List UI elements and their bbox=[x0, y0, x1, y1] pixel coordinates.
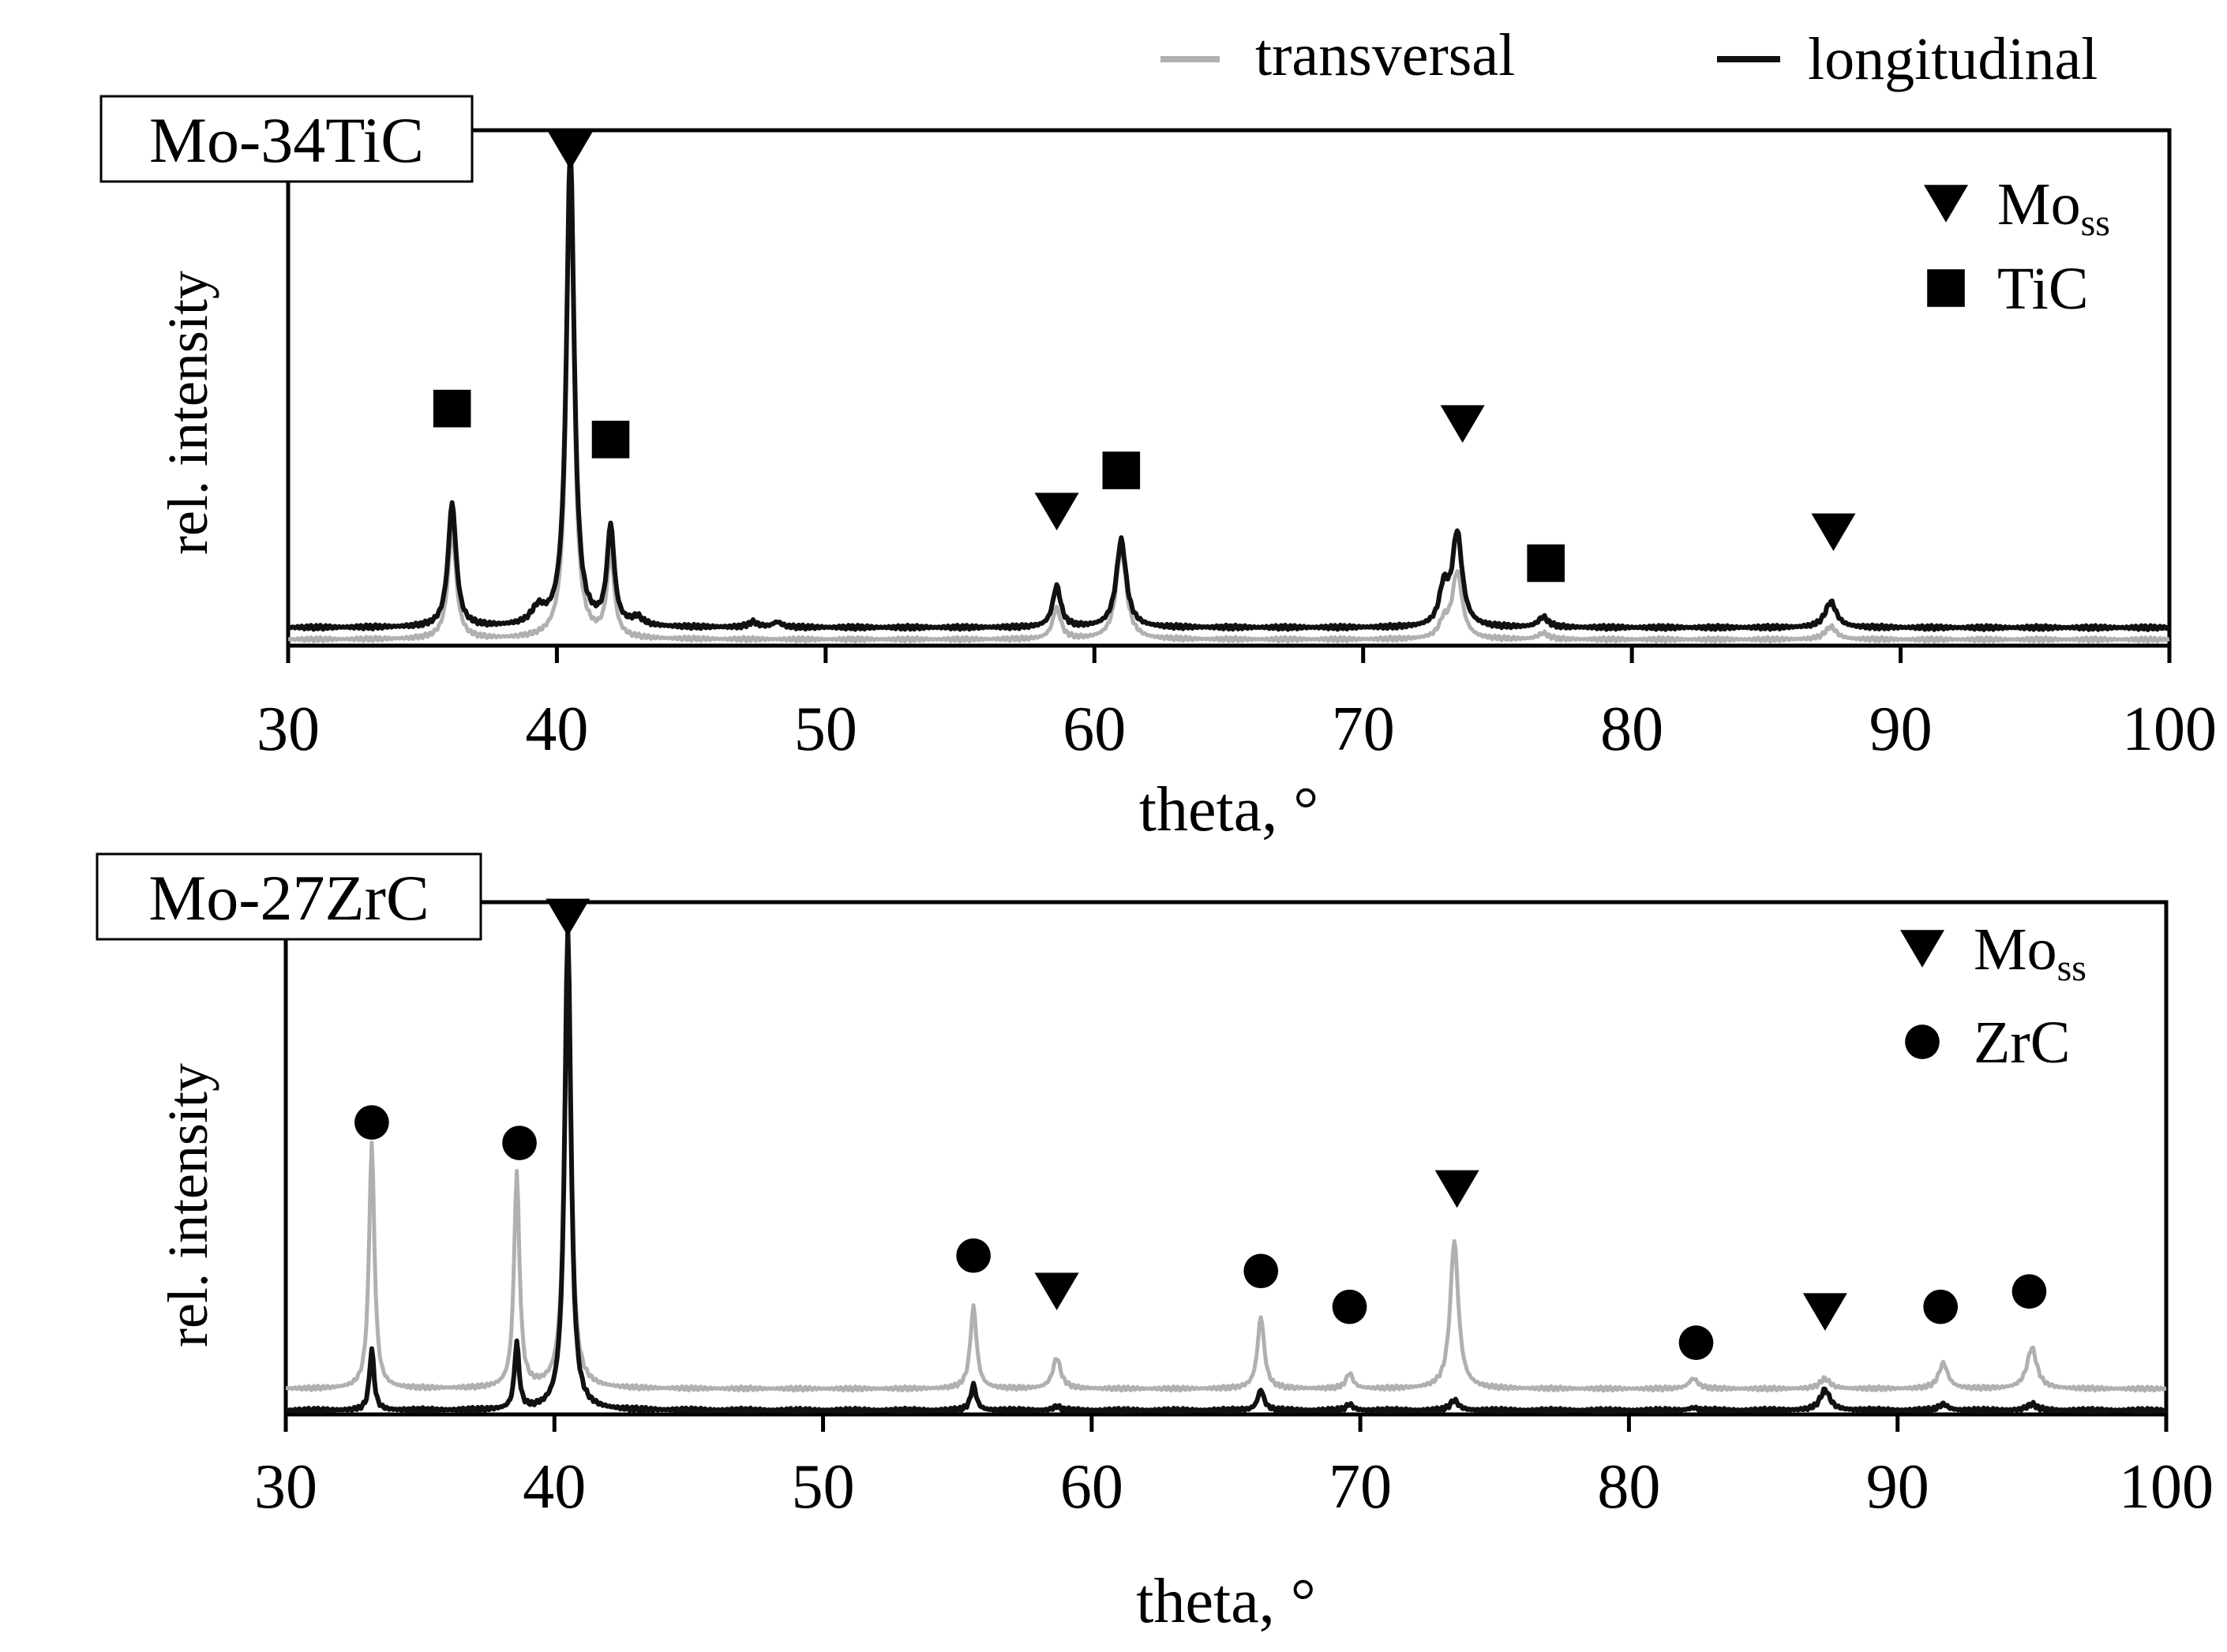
series-line-transversal bbox=[287, 160, 2170, 644]
peak-marker-mo-ss bbox=[1034, 493, 1079, 531]
y-axis-title: rel. intensity bbox=[156, 1063, 219, 1347]
phase-legend-label: Moss bbox=[1974, 916, 2086, 989]
phase-legend-label-text: TiC bbox=[1997, 256, 2089, 322]
x-tick-label: 80 bbox=[1597, 1452, 1660, 1522]
peak-marker-mo-ss bbox=[1811, 513, 1856, 552]
peak-marker-mo-ss bbox=[1440, 405, 1485, 444]
x-tick-label: 60 bbox=[1060, 1452, 1123, 1522]
x-tick-label: 100 bbox=[2122, 695, 2217, 764]
peak-marker-zrc bbox=[1332, 1289, 1367, 1324]
panel-label-box bbox=[96, 852, 482, 941]
peak-marker-mo-ss bbox=[1034, 1272, 1079, 1311]
x-tick-label: 70 bbox=[1329, 1452, 1392, 1522]
x-tick-label: 90 bbox=[1866, 1452, 1929, 1522]
chart-panel-mo-34tic: 30 40 50 60 70 80 90 100 theta, ° rel. intensity M… bbox=[99, 95, 2217, 845]
peak-marker-mo-ss bbox=[546, 898, 590, 937]
chart-panel-mo-27zrc: 30 40 50 60 70 80 90 100 theta, ° rel. intensity M… bbox=[96, 852, 2214, 1636]
plot-frame bbox=[286, 128, 2172, 648]
peak-marker-zrc bbox=[1243, 1253, 1279, 1289]
x-tick-label: 100 bbox=[2119, 1452, 2214, 1522]
peak-marker-tic bbox=[433, 389, 471, 428]
x-axis-title: theta, ° bbox=[1136, 1567, 1315, 1636]
panel-label: Mo-34TiC bbox=[149, 104, 424, 176]
x-tick-label: 70 bbox=[1332, 695, 1395, 764]
x-tick-label: 80 bbox=[1600, 695, 1663, 764]
peak-marker-zrc bbox=[502, 1126, 537, 1160]
phase-legend-subscript: ss bbox=[2081, 202, 2110, 244]
x-tick-label: 50 bbox=[792, 1452, 855, 1522]
plot-frame bbox=[283, 900, 2169, 1417]
peak-marker-zrc bbox=[1678, 1325, 1714, 1360]
phase-legend-label: ZrC bbox=[1974, 1010, 2070, 1076]
phase-legend-marker-triangle bbox=[1924, 185, 1968, 223]
series-legend: transversal longitudinal bbox=[1160, 22, 2098, 92]
phase-legend-marker-triangle bbox=[1900, 930, 1944, 968]
x-tick-label: 90 bbox=[1869, 695, 1933, 764]
phase-legend-label-text: Mo bbox=[1974, 916, 2057, 983]
series-line-longitudinal bbox=[284, 924, 2168, 1415]
phase-legend-marker-square bbox=[1927, 269, 1965, 307]
x-axis-title: theta, ° bbox=[1139, 775, 1318, 845]
y-axis-title: rel. intensity bbox=[156, 271, 219, 555]
peak-marker-tic bbox=[1102, 451, 1141, 489]
phase-legend-label-text: Mo bbox=[1997, 171, 2081, 238]
x-tick-label: 40 bbox=[525, 695, 588, 764]
peak-marker-zrc bbox=[1923, 1289, 1958, 1324]
peak-marker-tic bbox=[1527, 544, 1565, 583]
peak-marker-mo-ss bbox=[1802, 1293, 1847, 1331]
phase-legend-label: TiC bbox=[1997, 256, 2089, 322]
panel-label: Mo-27ZrC bbox=[148, 862, 429, 934]
phase-legend-marker-circle bbox=[1905, 1025, 1940, 1059]
peak-marker-mo-ss bbox=[1434, 1170, 1479, 1208]
x-tick-label: 60 bbox=[1063, 695, 1126, 764]
peak-marker-zrc bbox=[354, 1105, 389, 1140]
peak-marker-zrc bbox=[2011, 1274, 2047, 1309]
phase-legend-subscript: ss bbox=[2057, 947, 2086, 989]
x-tick-label: 40 bbox=[523, 1452, 586, 1522]
x-tick-label: 50 bbox=[794, 695, 857, 764]
x-tick-label: 30 bbox=[257, 695, 320, 764]
series-line-transversal bbox=[285, 923, 2167, 1393]
peak-marker-zrc bbox=[956, 1238, 991, 1273]
phase-legend-label: Moss bbox=[1997, 171, 2110, 244]
legend-label-transversal: transversal bbox=[1255, 22, 1515, 88]
phase-legend-label-text: ZrC bbox=[1974, 1010, 2070, 1076]
peak-marker-tic bbox=[591, 421, 630, 459]
series-line-longitudinal bbox=[287, 142, 2171, 632]
x-tick-label: 30 bbox=[254, 1452, 317, 1522]
panel-label-box bbox=[99, 95, 474, 183]
peak-marker-mo-ss bbox=[548, 132, 593, 170]
legend-label-longitudinal: longitudinal bbox=[1808, 26, 2098, 92]
